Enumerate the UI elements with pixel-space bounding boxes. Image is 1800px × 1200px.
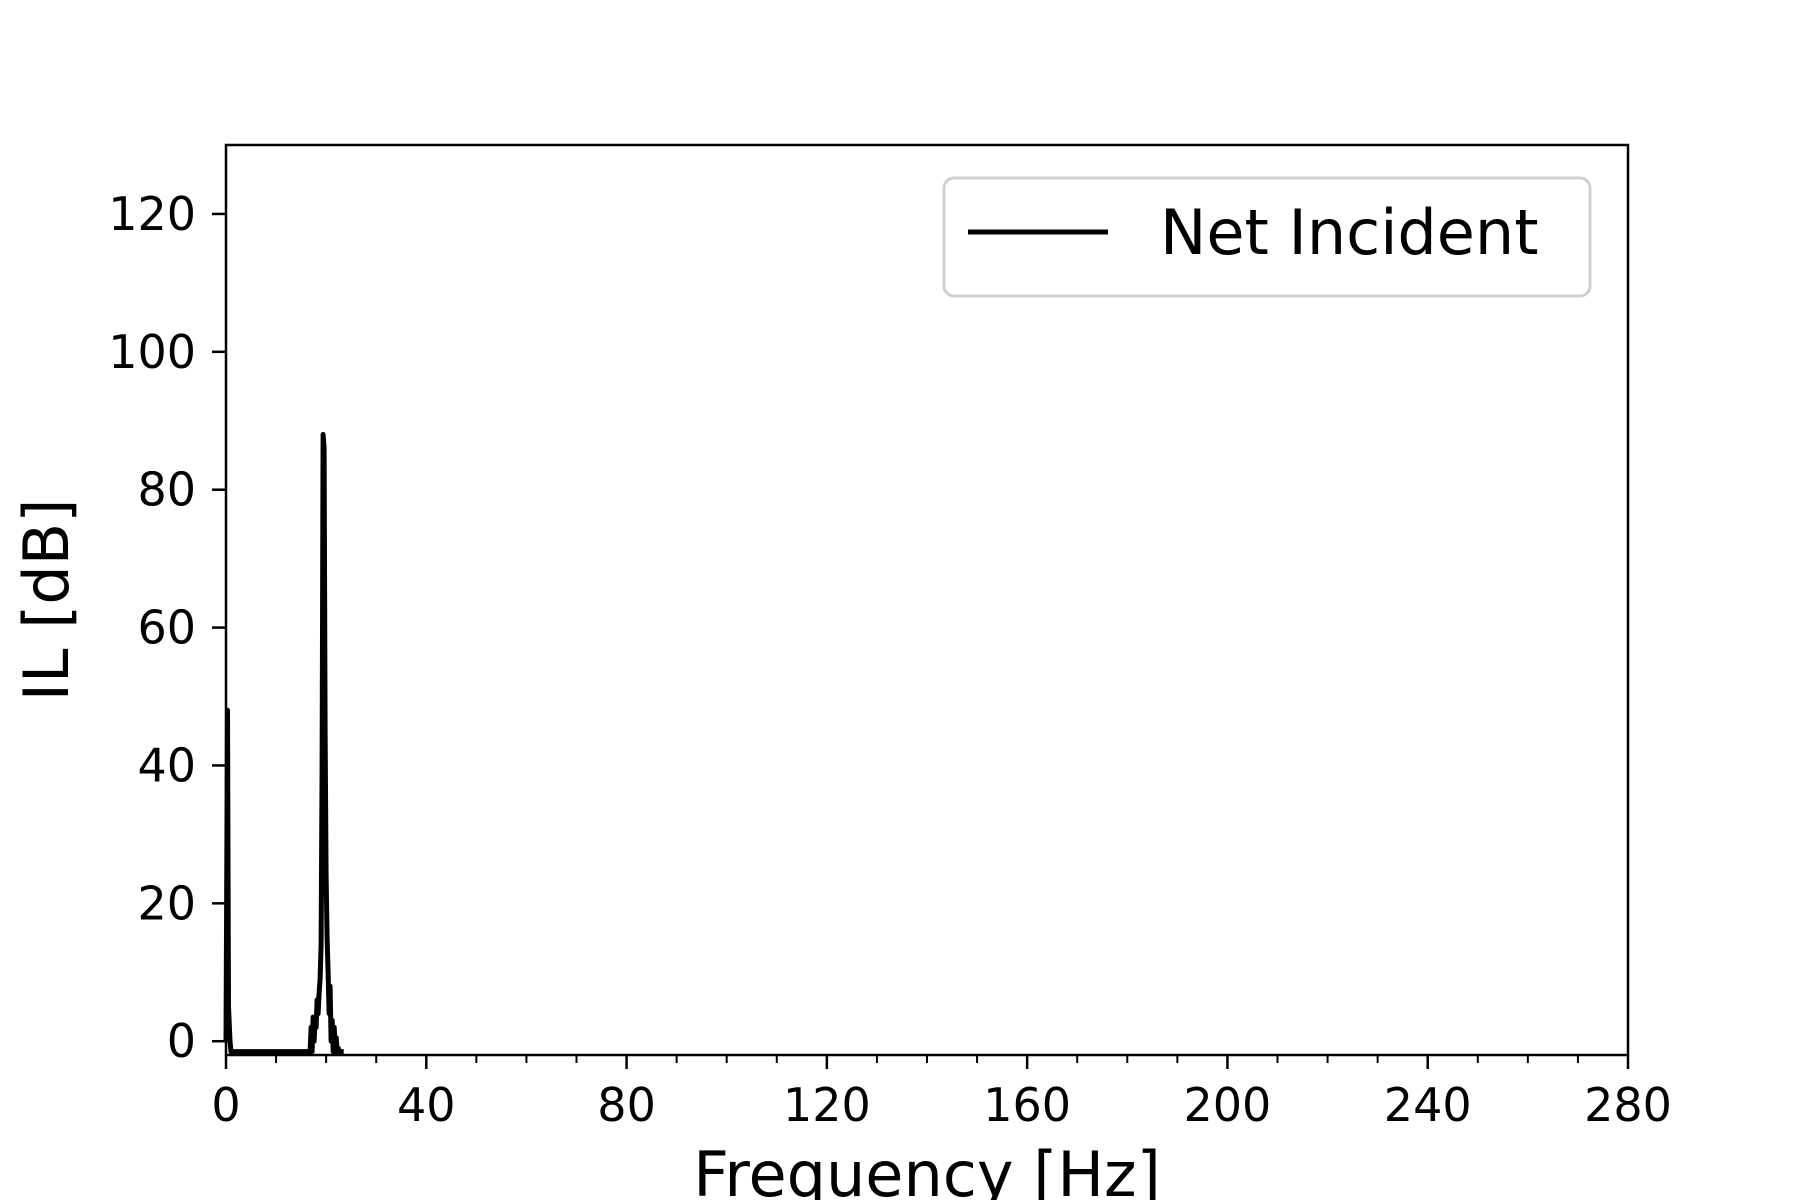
x-tick-label: 40 [397, 1078, 456, 1132]
x-axis-label: Frequency [Hz] [693, 1138, 1161, 1200]
y-tick-label: 0 [167, 1014, 196, 1068]
x-tick-label: 120 [783, 1078, 871, 1132]
plot-area [223, 432, 345, 1055]
x-axis: 0 40 80 120 160 200 240 280 [211, 1055, 1672, 1132]
y-tick-label: 100 [108, 325, 196, 379]
x-tick-label: 160 [983, 1078, 1071, 1132]
y-axis-label: IL [dB] [10, 499, 83, 702]
x-tick-label: 200 [1184, 1078, 1272, 1132]
y-tick-label: 20 [137, 876, 196, 930]
x-tick-label: 0 [211, 1078, 240, 1132]
y-tick-label: 60 [137, 601, 196, 655]
y-tick-label: 40 [137, 738, 196, 792]
x-tick-label: 80 [597, 1078, 656, 1132]
y-tick-label: 80 [137, 463, 196, 517]
legend-label-net-incident: Net Incident [1160, 196, 1539, 269]
x-tick-label: 240 [1384, 1078, 1472, 1132]
y-tick-label: 120 [108, 187, 196, 241]
legend: Net Incident [942, 176, 1592, 298]
series-line-net-incident [223, 432, 345, 1055]
x-tick-label: 280 [1584, 1078, 1672, 1132]
y-axis: 0 20 40 60 80 100 120 [108, 187, 226, 1068]
legend-box [942, 176, 1592, 298]
